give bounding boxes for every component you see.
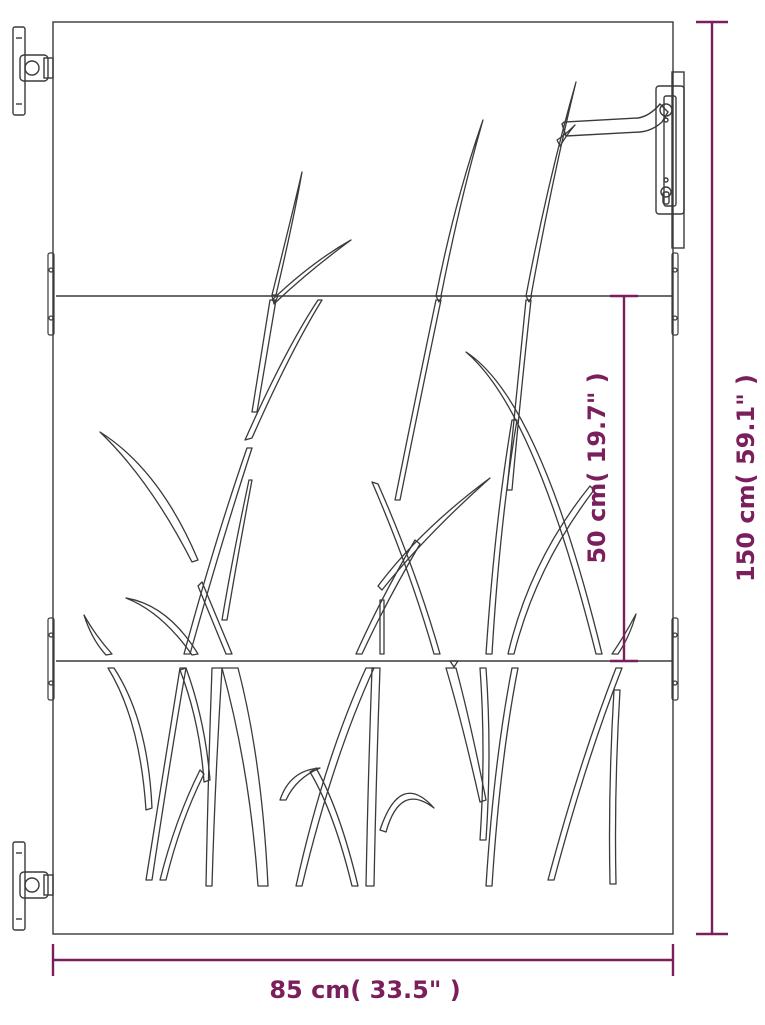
height-dimension [696,20,728,936]
handle-lever [561,102,669,137]
latch-post [671,71,685,249]
top-hinge [12,26,54,116]
gate-frame [52,21,674,935]
width-dimension [51,944,675,976]
height-label: 150 cm( 59.1" ) [732,374,760,582]
width-label: 85 cm( 33.5" ) [269,976,460,1004]
latch-handle [561,71,685,249]
panel-label: 50 cm( 19.7" ) [583,372,611,563]
keyhole-icon [660,186,672,198]
left-brackets [47,252,55,701]
bottom-hinge [12,841,54,931]
gate-outline [52,21,674,935]
right-brackets [671,252,679,701]
grass-pattern [83,81,637,887]
latch-plate [655,85,685,215]
panel-dimension [610,294,638,663]
